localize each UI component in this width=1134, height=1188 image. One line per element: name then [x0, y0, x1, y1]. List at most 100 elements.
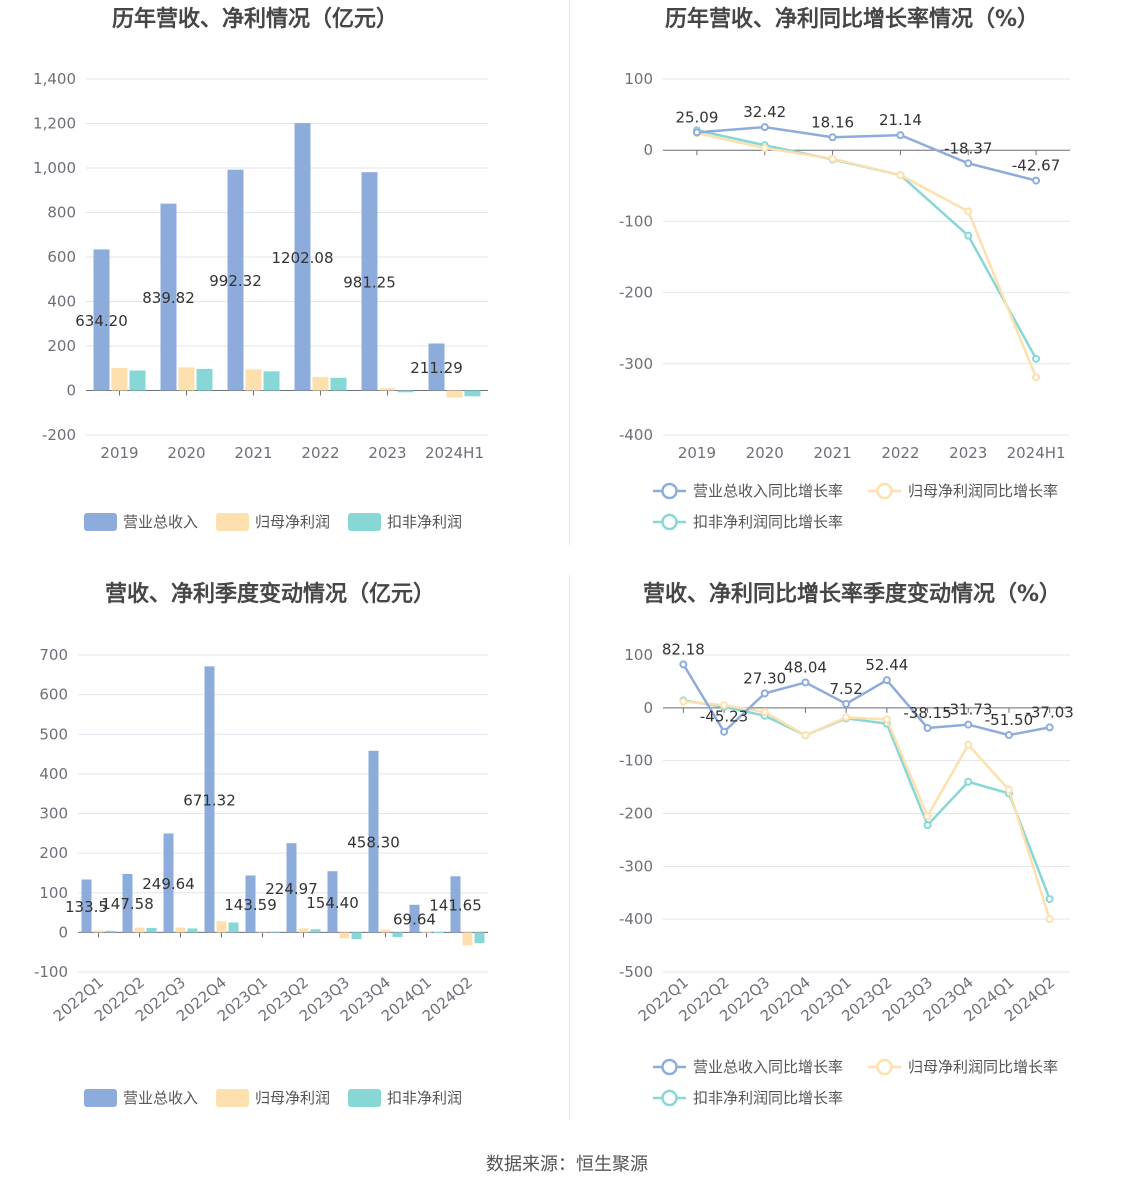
bar-data-label: 1202.08	[271, 249, 333, 267]
bar-data-label: 147.58	[101, 895, 154, 913]
y-tick-label: 100	[624, 70, 653, 88]
bar-data-label: 458.30	[347, 834, 400, 852]
x-tick-label: 2024H1	[425, 444, 484, 462]
legend-swatch	[84, 1089, 117, 1107]
legend-swatch	[348, 1089, 381, 1107]
series-point	[923, 812, 932, 821]
x-tick-label: 2021	[813, 444, 851, 462]
y-tick-label: -200	[42, 426, 76, 444]
series-point	[882, 715, 891, 724]
x-tick-label: 2020	[167, 444, 205, 462]
bar-net-profit	[178, 367, 195, 391]
legend-label: 营业总收入	[123, 513, 198, 531]
y-tick-label: -200	[619, 805, 653, 823]
bar-net-profit	[216, 921, 227, 933]
series-line	[696, 125, 1037, 182]
bar-data-label: 154.40	[306, 894, 359, 912]
bar-data-label: 133.5	[65, 898, 108, 916]
x-tick-label: 2024H1	[1007, 444, 1066, 462]
series-point	[896, 131, 905, 140]
bar-data-label: 143.59	[224, 896, 277, 914]
line-data-label: 18.16	[811, 113, 854, 131]
line-data-label: -18.37	[944, 139, 992, 157]
series-point	[842, 713, 851, 722]
chart-svg: 营收、净利同比增长率季度变动情况（%） -500 -400 -300 -200 -100 0…	[619, 581, 1074, 1107]
y-tick-label: 200	[47, 337, 76, 355]
line-data-label: -42.67	[1012, 157, 1060, 175]
bar-net-profit	[421, 931, 432, 933]
series-point	[679, 660, 688, 669]
bar-revenue	[428, 343, 445, 391]
series-point	[964, 740, 973, 749]
bar-deducted-profit	[474, 932, 485, 944]
bar-deducted-profit	[129, 370, 146, 391]
bar-deducted-profit	[187, 928, 198, 933]
series-point	[760, 689, 769, 698]
bar-revenue	[81, 879, 92, 933]
line-data-label: -38.15	[903, 704, 951, 722]
y-tick-label: 600	[39, 686, 68, 704]
series-point	[923, 723, 932, 732]
line-data-label: -31.73	[944, 701, 992, 719]
bar-net-profit	[245, 369, 262, 391]
series-point	[964, 231, 973, 240]
series-point	[882, 676, 891, 685]
bar-deducted-profit	[146, 928, 157, 933]
legend-swatch	[216, 1089, 249, 1107]
series-point	[1045, 895, 1054, 904]
series-point	[760, 144, 769, 153]
bar-data-label: 839.82	[142, 289, 195, 307]
series-point	[964, 159, 973, 168]
chart-layer: 营收、净利季度变动情况（亿元） -100 0 100 200 300 400 500 600 70…	[34, 581, 488, 1107]
x-tick-label: 2022	[301, 444, 339, 462]
bar-revenue	[160, 203, 177, 391]
bar-deducted-profit	[433, 931, 444, 933]
data-source-note: 数据来源：恒生聚源	[486, 1154, 648, 1175]
series-line	[683, 700, 1051, 920]
y-tick-label: 400	[47, 293, 76, 311]
line-data-label: 48.04	[784, 658, 827, 676]
series-point	[896, 171, 905, 180]
legend-label: 归母净利润	[255, 1089, 330, 1107]
y-tick-label: 1,400	[33, 70, 76, 88]
annual-revenue-profit-chart: 历年营收、净利情况（亿元） -200 0 200 400 600 800 1,000 1,200…	[0, 0, 567, 570]
series-line	[696, 131, 1038, 378]
bar-data-label: 224.97	[265, 880, 318, 898]
legend-label: 营业总收入同比增长率	[693, 482, 843, 500]
series-point	[760, 123, 769, 132]
y-tick-label: 1,200	[33, 115, 76, 133]
bar-deducted-profit	[464, 390, 481, 397]
legend-marker	[876, 1058, 893, 1076]
chart-title: 营收、净利季度变动情况（亿元）	[105, 581, 435, 607]
series-line	[696, 129, 1038, 360]
x-tick-label: 2019	[100, 444, 138, 462]
bar-deducted-profit	[397, 390, 414, 393]
bar-net-profit	[93, 930, 104, 933]
bar-revenue	[93, 249, 110, 391]
line-data-label: 27.30	[743, 669, 786, 687]
legend-label: 扣非净利润	[387, 513, 462, 531]
y-tick-label: 0	[643, 141, 653, 159]
series-point	[801, 678, 810, 687]
divider-top	[569, 0, 570, 545]
y-tick-label: 100	[39, 884, 68, 902]
bar-deducted-profit	[330, 377, 347, 391]
y-tick-label: -300	[619, 857, 653, 875]
legend-label: 营业总收入	[123, 1089, 198, 1107]
bar-data-label: 992.32	[209, 272, 262, 290]
bar-data-label: 249.64	[142, 875, 195, 893]
series-point	[1032, 354, 1041, 363]
series-point	[964, 777, 973, 786]
line-data-label: 52.44	[865, 656, 908, 674]
bar-data-label: 634.20	[75, 312, 128, 330]
y-tick-label: 0	[58, 923, 68, 941]
legend-label: 扣非净利润同比增长率	[693, 1089, 843, 1107]
chart-svg: 营收、净利季度变动情况（亿元） -100 0 100 200 300 400 500 600 70…	[34, 581, 488, 1107]
series-point	[923, 821, 932, 830]
y-tick-label: 300	[39, 805, 68, 823]
bar-deducted-profit	[392, 932, 403, 938]
bar-deducted-profit	[196, 368, 213, 391]
bar-revenue	[122, 873, 133, 933]
bar-net-profit	[298, 928, 309, 933]
chart-layer: 历年营收、净利同比增长率情况（%） -400 -300 -200 -100 0 100 201…	[619, 6, 1070, 531]
